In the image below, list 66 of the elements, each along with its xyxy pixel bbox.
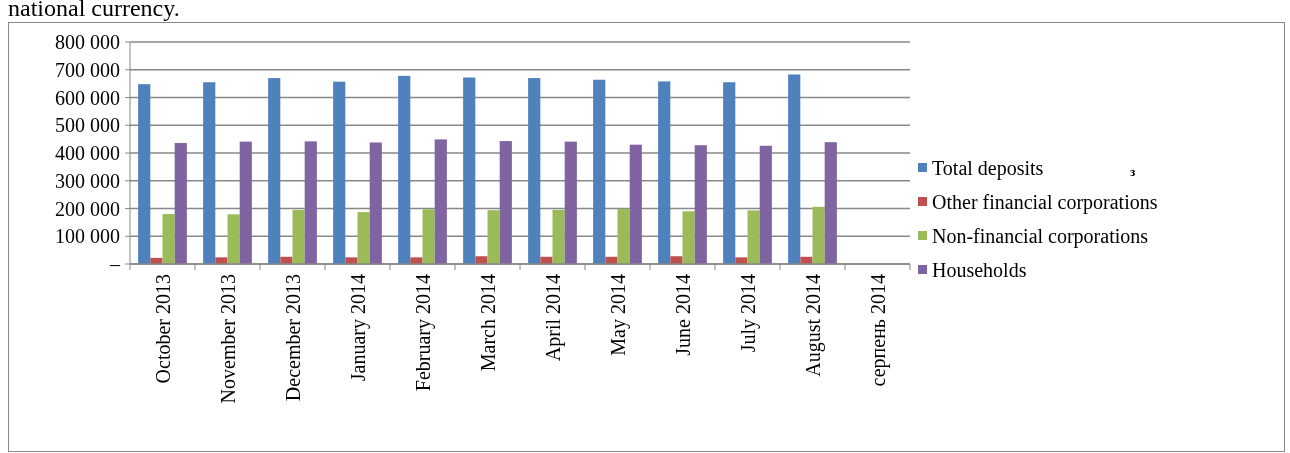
text: з xyxy=(1130,164,1136,179)
bar xyxy=(203,82,216,264)
bar xyxy=(369,142,382,264)
legend-label: Other financial corporations xyxy=(932,191,1158,214)
x-tick-label: April 2014 xyxy=(541,274,565,362)
bar xyxy=(227,214,240,264)
x-tick-label: January 2014 xyxy=(346,274,370,382)
legend-label: Total deposits xyxy=(932,157,1044,180)
y-tick-label: – xyxy=(109,253,121,275)
x-tick-label: November 2013 xyxy=(216,274,239,404)
bar xyxy=(398,75,411,264)
x-tick-label: June 2014 xyxy=(671,274,694,356)
bar xyxy=(487,210,500,264)
bar xyxy=(682,211,695,264)
bar xyxy=(747,210,760,264)
bar xyxy=(292,209,305,264)
bar xyxy=(304,141,317,264)
bar xyxy=(564,141,577,264)
bar xyxy=(357,212,370,264)
bar xyxy=(593,79,606,264)
bar xyxy=(333,81,346,264)
bar xyxy=(345,257,358,264)
bar xyxy=(812,206,825,264)
bar xyxy=(528,78,541,264)
x-tick-label: August 2014 xyxy=(801,274,825,377)
bar xyxy=(788,74,801,264)
bar xyxy=(824,142,837,264)
y-tick-label: 300 000 xyxy=(55,169,120,192)
chart-title: national currency. xyxy=(8,0,180,21)
bar xyxy=(239,141,252,264)
bar xyxy=(463,77,476,264)
bar xyxy=(138,84,151,264)
bar xyxy=(174,143,187,264)
bar xyxy=(552,209,565,264)
bar xyxy=(759,145,772,264)
y-tick-label: 500 000 xyxy=(55,114,120,137)
x-tick-label: December 2013 xyxy=(281,274,304,402)
y-tick-label: 200 000 xyxy=(55,197,120,220)
x-tick-label: March 2014 xyxy=(476,274,499,372)
bar xyxy=(694,145,707,264)
bar xyxy=(434,139,447,264)
bar xyxy=(268,78,281,264)
bar xyxy=(422,209,435,264)
bar xyxy=(670,256,683,264)
legend-label: Households xyxy=(932,259,1027,281)
bar xyxy=(499,141,512,264)
y-tick-label: 100 000 xyxy=(55,225,120,248)
bar xyxy=(617,208,630,264)
bar xyxy=(658,81,671,264)
bar xyxy=(162,214,175,264)
bar xyxy=(723,82,736,264)
bar xyxy=(215,257,228,264)
y-tick-label: 600 000 xyxy=(55,86,120,109)
bar xyxy=(629,144,642,264)
x-tick-label: серпень 2014 xyxy=(866,274,890,387)
x-tick-label: October 2013 xyxy=(151,274,174,384)
y-tick-label: 800 000 xyxy=(55,31,120,53)
bar xyxy=(735,257,748,264)
x-tick-label: July 2014 xyxy=(736,274,760,353)
bar xyxy=(475,256,488,264)
y-tick-label: 400 000 xyxy=(55,142,120,164)
y-tick-label: 700 000 xyxy=(55,58,120,81)
x-tick-label: May 2014 xyxy=(606,274,630,356)
bar xyxy=(410,257,423,264)
legend-label: Non-financial corporations xyxy=(932,225,1149,248)
x-tick-label: February 2014 xyxy=(411,274,435,392)
